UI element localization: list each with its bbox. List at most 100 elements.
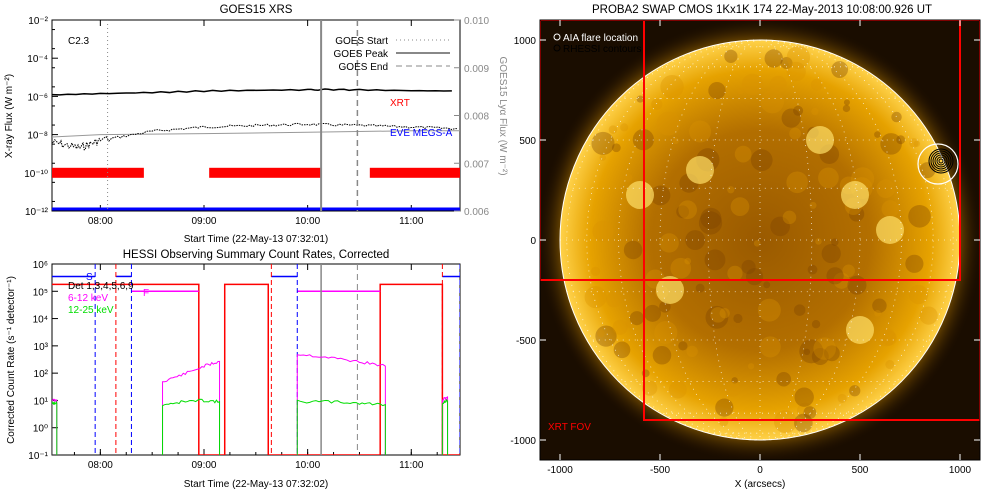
solar-texture-blob bbox=[764, 49, 783, 68]
hessi-panel: HESSI Observing Summary Count Rates, Cor… bbox=[6, 249, 461, 490]
eve-label: EVE MEGS-A bbox=[390, 128, 453, 139]
solar-texture-blob bbox=[685, 230, 706, 251]
hessi-flag-f: F bbox=[143, 288, 149, 299]
swap-xtick-label: -500 bbox=[650, 465, 670, 476]
solar-texture-blob bbox=[612, 319, 628, 335]
xrt-coverage-bar bbox=[52, 167, 144, 178]
hessi-ytick-label: 10¹ bbox=[34, 396, 49, 407]
hessi-ytick-label: 10⁻¹ bbox=[28, 451, 48, 462]
solar-texture-blob bbox=[803, 406, 817, 419]
solar-texture-blob bbox=[826, 267, 844, 285]
solar-texture-blob bbox=[596, 329, 605, 338]
swap-xtick-label: 500 bbox=[852, 465, 869, 476]
solar-texture-blob bbox=[700, 207, 722, 229]
solar-texture-blob bbox=[782, 210, 797, 225]
solar-texture-blob bbox=[842, 264, 855, 278]
solar-texture-blob bbox=[725, 381, 741, 397]
hessi-ylabel: Corrected Count Rate (s⁻¹ detector⁻¹) bbox=[6, 276, 17, 444]
solar-texture-blob bbox=[689, 120, 712, 143]
solar-texture-blob bbox=[708, 81, 726, 100]
xrt-coverage-bar bbox=[369, 167, 460, 178]
hessi-legend-entry: 12-25 keV bbox=[68, 305, 114, 316]
solar-texture-blob bbox=[656, 111, 681, 136]
solar-texture-blob bbox=[908, 204, 931, 228]
active-region bbox=[846, 316, 874, 344]
solar-texture-blob bbox=[705, 305, 729, 329]
solar-texture-blob bbox=[909, 138, 919, 148]
solar-texture-blob bbox=[651, 98, 663, 110]
goes-xrs-panel: GOES15 XRS 08:00 09:00 10:00 11:00 10⁻¹² 10⁻¹… bbox=[4, 4, 508, 245]
solar-texture-blob bbox=[625, 318, 636, 329]
grid-longitude bbox=[759, 39, 902, 441]
solar-texture-blob bbox=[821, 243, 841, 264]
goes-ytick-label: 10⁻⁸ bbox=[27, 131, 48, 142]
solar-texture-blob bbox=[727, 265, 743, 282]
solar-texture-blob bbox=[874, 131, 881, 138]
swap-ytick-label: 0 bbox=[530, 236, 536, 247]
solar-texture-blob bbox=[612, 143, 621, 153]
solar-texture-blob bbox=[753, 239, 761, 247]
solar-texture-blob bbox=[823, 379, 831, 387]
heliographic-grid bbox=[560, 39, 960, 441]
solar-texture-blob bbox=[874, 309, 881, 317]
hessi-series-line bbox=[52, 400, 58, 455]
solar-texture-blob bbox=[650, 185, 671, 206]
solar-texture-blob bbox=[815, 238, 822, 245]
hessi-xtick-label: 10:00 bbox=[295, 460, 320, 471]
goes-ytick-right-label: 0.007 bbox=[464, 159, 489, 170]
solar-texture-blob bbox=[803, 348, 811, 356]
hessi-series-line bbox=[441, 396, 449, 455]
rhessi-contour bbox=[936, 156, 946, 166]
solar-texture-blob bbox=[794, 413, 813, 433]
solar-texture-blob bbox=[818, 167, 839, 189]
solar-texture-blob bbox=[591, 131, 615, 156]
solar-texture-blob bbox=[668, 380, 687, 399]
solar-texture-blob bbox=[837, 393, 847, 403]
solar-texture-blob bbox=[642, 380, 658, 396]
swap-xtick-label: 0 bbox=[757, 465, 763, 476]
solar-texture-blob bbox=[913, 140, 921, 147]
solar-texture-blob bbox=[794, 387, 814, 407]
solar-texture-blob bbox=[718, 417, 729, 427]
rhessi-contour bbox=[928, 148, 954, 174]
solar-texture-blob bbox=[908, 284, 929, 305]
solar-texture-blob bbox=[659, 300, 671, 313]
goes-plot-frame bbox=[51, 19, 461, 212]
swap-legend-entry: RHESSI contours bbox=[563, 44, 641, 55]
goes-ytick-label: 10⁻² bbox=[28, 16, 48, 27]
solar-texture-blob bbox=[786, 61, 806, 82]
solar-texture-blob bbox=[891, 111, 902, 123]
goes-ytick-label: 10⁻⁴ bbox=[27, 54, 48, 65]
solar-texture-blob bbox=[678, 341, 688, 351]
hessi-ytick-label: 10⁰ bbox=[33, 424, 48, 435]
solar-texture-blob bbox=[750, 149, 773, 172]
rhessi-contour bbox=[934, 154, 948, 168]
solar-texture-blob bbox=[919, 162, 936, 179]
solar-texture-blob bbox=[905, 254, 924, 273]
hessi-series-line bbox=[296, 354, 386, 455]
goes-xlabel: Start Time (22-May-13 07:32:01) bbox=[184, 234, 329, 245]
solar-texture-blob bbox=[652, 345, 672, 365]
hessi-xtick-label: 08:00 bbox=[88, 460, 113, 471]
active-region bbox=[876, 216, 904, 244]
rhessi-contour bbox=[938, 158, 944, 164]
solar-texture-blob bbox=[813, 337, 836, 360]
solar-texture-blob bbox=[746, 268, 764, 286]
active-region bbox=[626, 181, 654, 209]
xrt-fov-box bbox=[540, 20, 961, 281]
hessi-plot-area bbox=[52, 264, 460, 455]
solar-texture-blob bbox=[770, 216, 790, 237]
solar-texture-blob bbox=[780, 56, 793, 70]
flare-marker bbox=[917, 143, 959, 185]
goes-legend-entry: GOES End bbox=[339, 62, 388, 73]
aia-flare-circle bbox=[917, 143, 959, 185]
swap-panel: PROBA2 SWAP CMOS 1Kx1K 174 22-May-2013 1… bbox=[510, 4, 981, 490]
solar-texture-blob bbox=[734, 145, 752, 163]
solar-texture-blob bbox=[799, 339, 824, 364]
solar-texture-blob bbox=[881, 200, 900, 218]
solar-texture-blob bbox=[763, 281, 771, 289]
goes-ytick-label: 10⁻¹² bbox=[25, 207, 49, 218]
hessi-xlabel: Start Time (22-May-13 07:32:02) bbox=[184, 479, 329, 490]
